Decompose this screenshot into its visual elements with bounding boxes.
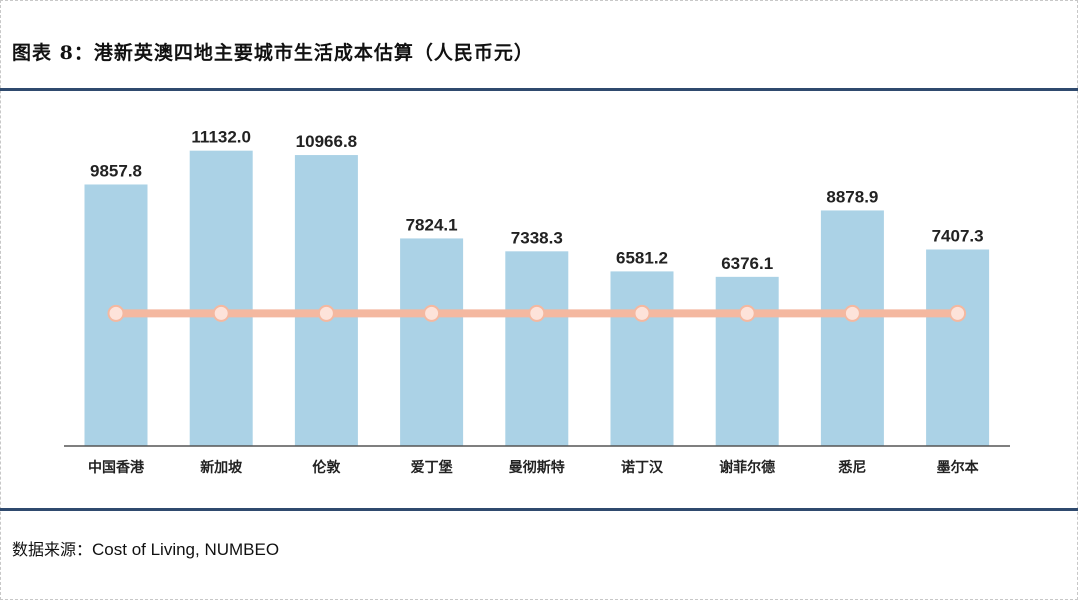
line-marker bbox=[738, 304, 756, 322]
bar-value-label: 6376.1 bbox=[721, 254, 773, 273]
bar bbox=[505, 251, 569, 446]
bar bbox=[189, 150, 253, 447]
line-marker bbox=[949, 304, 967, 322]
category-label: 墨尔本 bbox=[937, 459, 980, 476]
line-marker bbox=[107, 304, 125, 322]
line-marker bbox=[843, 304, 861, 322]
bar-value-label: 9857.8 bbox=[90, 161, 142, 180]
line-marker bbox=[423, 304, 441, 322]
bar-value-label: 7824.1 bbox=[406, 215, 458, 234]
bar-value-label: 8878.9 bbox=[826, 187, 878, 206]
bar-value-label: 7338.3 bbox=[511, 228, 563, 247]
line-marker bbox=[317, 304, 335, 322]
top-rule bbox=[0, 88, 1078, 91]
bar bbox=[610, 271, 674, 446]
category-label: 爱丁堡 bbox=[411, 459, 453, 476]
bar-chart: 9857.8 中国香港 11132.0 新加坡 10966.8 伦敦 7824.1 爱丁堡 73… bbox=[64, 128, 1010, 476]
source-text: Cost of Living, NUMBEO bbox=[92, 540, 280, 559]
bar-value-label: 10966.8 bbox=[296, 132, 357, 151]
bar bbox=[400, 238, 464, 446]
bar bbox=[294, 155, 358, 447]
category-label: 悉尼 bbox=[837, 459, 866, 476]
category-label: 谢菲尔德 bbox=[719, 459, 775, 476]
line-marker bbox=[212, 304, 230, 322]
category-label: 诺丁汉 bbox=[621, 459, 664, 476]
category-label: 新加坡 bbox=[200, 459, 243, 476]
line-marker bbox=[633, 304, 651, 322]
bar bbox=[926, 249, 990, 446]
bar bbox=[715, 276, 779, 446]
line-marker bbox=[528, 304, 546, 322]
category-label: 曼彻斯特 bbox=[509, 459, 565, 476]
bottom-rule bbox=[0, 508, 1078, 511]
figure-title: 图表 8：港新英澳四地主要城市生活成本估算（人民币元） bbox=[12, 42, 534, 64]
source-note: 数据来源：Cost of Living, NUMBEO bbox=[12, 536, 279, 560]
category-label: 伦敦 bbox=[312, 459, 341, 476]
bar-value-label: 7407.3 bbox=[932, 226, 984, 245]
bar-value-label: 11132.0 bbox=[191, 128, 251, 147]
bar-value-label: 6581.2 bbox=[616, 248, 668, 267]
bar bbox=[820, 210, 884, 446]
source-label: 数据来源： bbox=[12, 540, 93, 559]
category-label: 中国香港 bbox=[88, 459, 145, 476]
